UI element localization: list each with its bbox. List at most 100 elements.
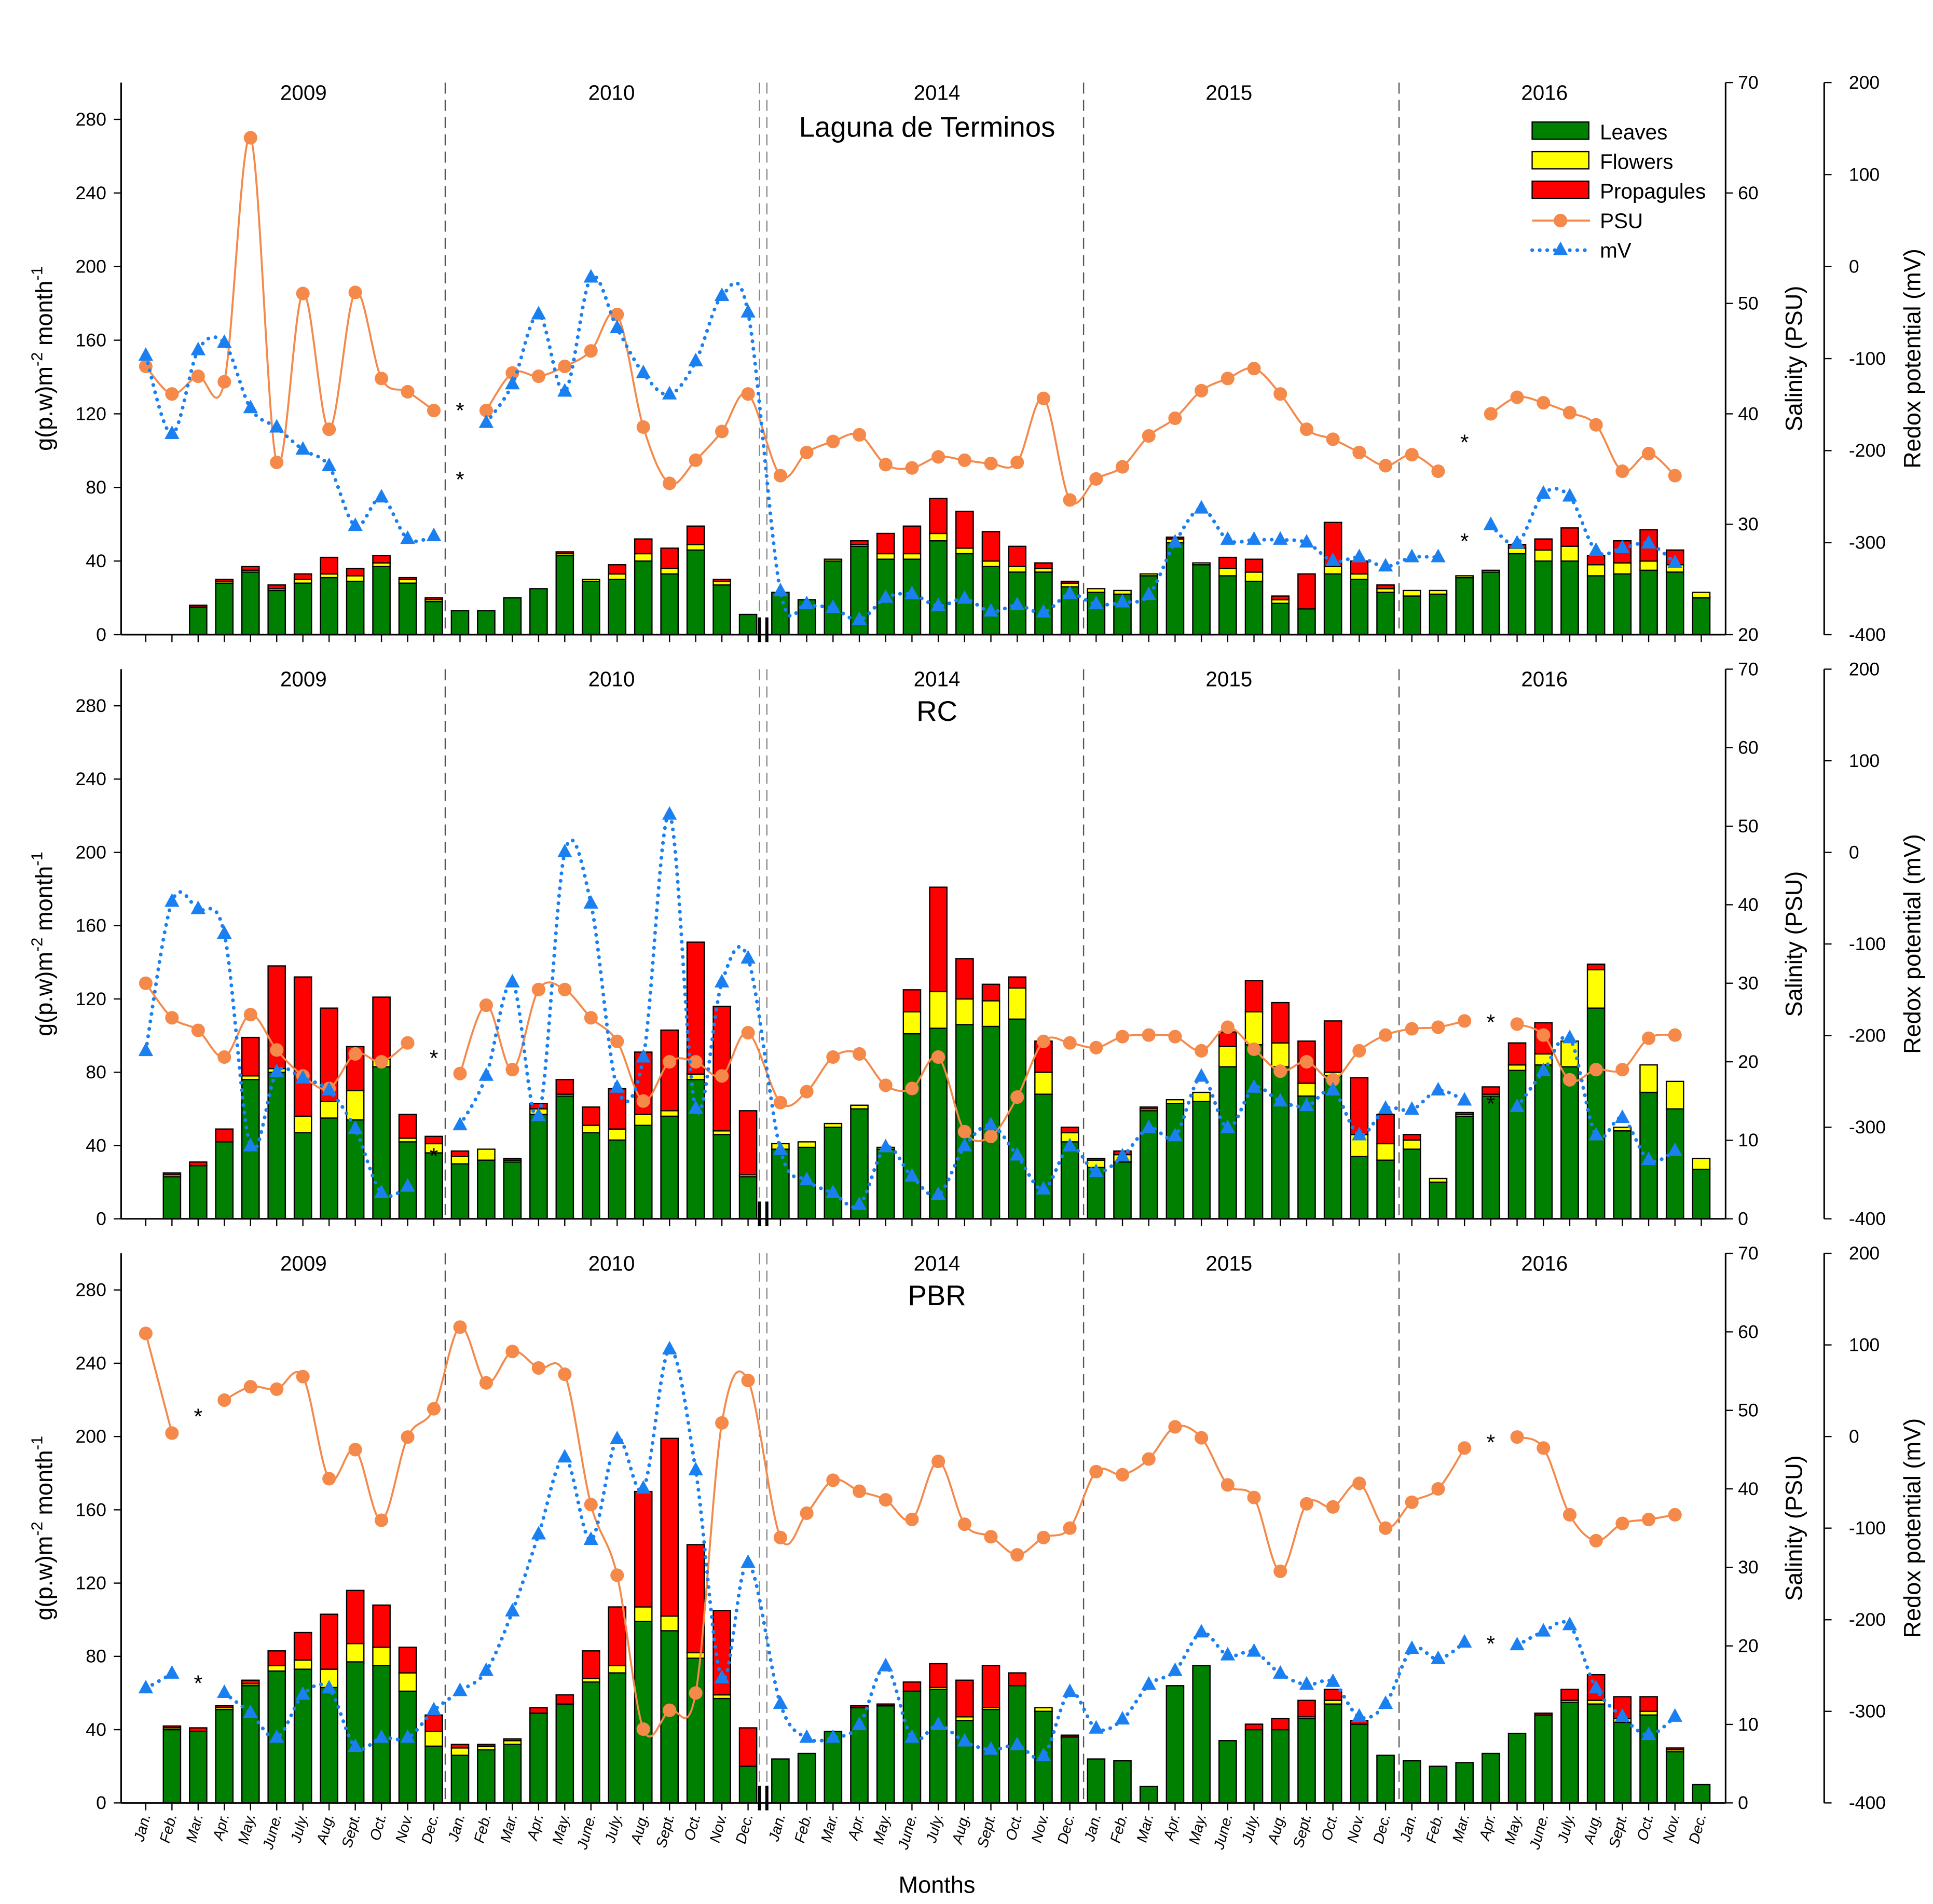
mv-point: [164, 1665, 180, 1679]
bar-propagules: [503, 1738, 522, 1742]
bar-flowers: [1323, 566, 1342, 575]
salinity-tick-label: 30: [1738, 973, 1759, 994]
bar-leaves: [1166, 1103, 1185, 1220]
psu-point: [322, 422, 336, 436]
y-tick-label: 200: [75, 842, 106, 862]
mv-point: [321, 1679, 337, 1694]
bar-leaves: [450, 1163, 470, 1220]
psu-point: [375, 1054, 389, 1069]
bar-leaves: [1271, 602, 1290, 636]
psu-point: [1352, 445, 1366, 459]
psu-point: [1326, 432, 1340, 446]
month-tick-label: Apr.: [1476, 1812, 1499, 1843]
bar-propagules: [1376, 1114, 1395, 1145]
bar-leaves: [712, 1134, 731, 1220]
bar-leaves: [1560, 1701, 1579, 1804]
psu-point: [1036, 1034, 1050, 1048]
bar-propagules: [346, 1590, 365, 1645]
bar-propagules: [1244, 1723, 1264, 1731]
psu-point: [1063, 1521, 1077, 1535]
bar-flowers: [686, 1652, 705, 1659]
bar-leaves: [738, 1176, 758, 1220]
mv-point: [1115, 1147, 1130, 1162]
bar-leaves: [320, 1117, 338, 1220]
psu-point: [479, 1376, 493, 1390]
mv-point: [957, 1733, 972, 1747]
bar-propagules: [608, 564, 627, 575]
bar-leaves: [1350, 1156, 1369, 1220]
psu-point: [689, 1054, 703, 1069]
mv-point: [636, 1049, 651, 1063]
mv-point: [1667, 1142, 1682, 1156]
bar-leaves: [1639, 569, 1658, 636]
bar-leaves: [738, 1765, 758, 1804]
month-tick-label: Jan.: [445, 1812, 469, 1844]
month-tick-label: Sept.: [339, 1812, 364, 1850]
psu-point: [1247, 1042, 1261, 1056]
psu-point: [957, 1517, 971, 1531]
psu-point: [1537, 1028, 1551, 1042]
mv-point: [453, 1682, 468, 1696]
salinity-tick-label: 70: [1738, 72, 1759, 93]
month-tick-label: Jan.: [1081, 1812, 1104, 1844]
bar-leaves: [1271, 1066, 1290, 1220]
mv-point: [1141, 1676, 1156, 1690]
bar-leaves: [581, 580, 600, 636]
bar-propagules: [902, 1681, 922, 1692]
mv-point: [217, 1684, 232, 1698]
bar-propagules: [1665, 1747, 1684, 1751]
mv-point: [583, 895, 599, 909]
bar-leaves: [1482, 571, 1500, 636]
bar-leaves: [1482, 1095, 1500, 1220]
bar-propagules: [1534, 1713, 1553, 1716]
mv-point: [269, 1063, 284, 1077]
psu-point: [505, 1063, 519, 1077]
bar-flowers: [1244, 1011, 1264, 1046]
psu-point: [663, 1054, 677, 1069]
bar-leaves: [1087, 1758, 1106, 1804]
psu-point: [1168, 411, 1182, 426]
bar-propagules: [1323, 1020, 1342, 1073]
salinity-tick-label: 20: [1738, 1636, 1759, 1656]
psu-point: [1431, 464, 1445, 478]
psu-point: [984, 1530, 998, 1544]
psu-point: [1615, 1516, 1629, 1530]
bar-propagules: [267, 1650, 286, 1666]
bar-flowers: [1613, 1126, 1632, 1132]
salinity-tick-label: 10: [1738, 1714, 1759, 1735]
bar-propagules: [1139, 1106, 1158, 1109]
psu-point: [1615, 1063, 1629, 1077]
y-axis-label: g(p.w)m-2 month-1: [28, 266, 57, 451]
psu-point: [401, 385, 415, 399]
psu-point: [1115, 1030, 1130, 1044]
mv-point: [1483, 516, 1499, 530]
mv-point: [1194, 1068, 1209, 1082]
psu-point: [531, 1361, 545, 1375]
salinity-tick-label: 20: [1738, 624, 1759, 645]
psu-point: [1589, 1063, 1603, 1077]
bar-leaves: [608, 1139, 627, 1220]
redox-tick-label: -300: [1849, 1701, 1886, 1722]
bar-propagules: [608, 1606, 627, 1666]
bar-propagules: [555, 1694, 574, 1705]
bar-leaves: [1113, 1760, 1132, 1804]
mv-point: [1641, 1152, 1656, 1166]
month-tick-label: Nov.: [1344, 1812, 1368, 1845]
month-tick-label: Feb.: [791, 1812, 815, 1845]
year-label: 2015: [1205, 1251, 1252, 1275]
bar-leaves: [1534, 1064, 1553, 1220]
year-label: 2009: [280, 1251, 327, 1275]
bar-leaves: [1560, 560, 1579, 636]
bar-flowers: [608, 573, 627, 580]
bar-propagules: [215, 579, 234, 582]
psu-point: [1115, 1468, 1130, 1482]
psu-point: [1458, 1441, 1472, 1455]
bar-propagules: [267, 584, 286, 590]
bar-leaves: [555, 1703, 574, 1804]
salinity-tick-label: 60: [1738, 737, 1759, 758]
psu-line: [224, 1326, 1465, 1738]
mv-point: [321, 457, 337, 472]
mv-point: [1431, 549, 1446, 563]
salinity-tick-label: 60: [1738, 1321, 1759, 1342]
mv-point: [1009, 1736, 1025, 1750]
